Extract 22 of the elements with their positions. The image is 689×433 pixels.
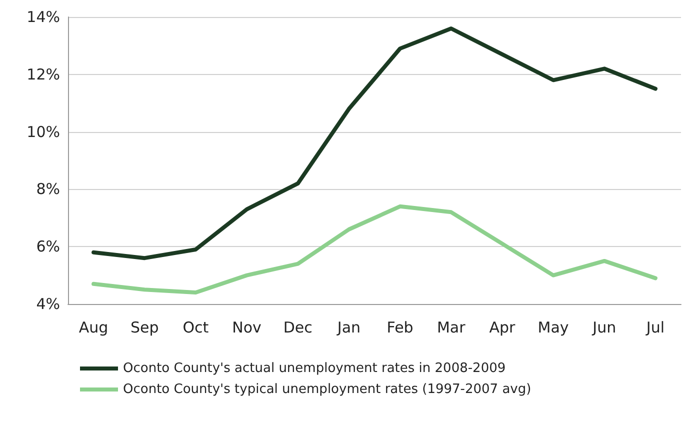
x-tick-label: Feb: [386, 318, 414, 336]
x-tick-label: Aug: [78, 318, 108, 336]
x-tick-label: Jun: [592, 318, 616, 336]
legend-label: Oconto County's typical unemployment rates (1997-2007 avg): [123, 382, 532, 397]
x-tick-label: Jul: [645, 318, 665, 336]
x-tick-label: Oct: [182, 318, 209, 336]
y-tick-label: 10%: [26, 122, 60, 141]
y-tick-label: 8%: [36, 180, 60, 198]
line-series: [92, 26, 658, 260]
y-tick-label: 12%: [26, 65, 60, 84]
y-tick-label: 14%: [26, 8, 60, 26]
y-tick-label: 4%: [36, 295, 60, 313]
x-tick-label: Dec: [283, 318, 312, 336]
x-tick-label: Mar: [436, 318, 466, 336]
y-tick-label: 6%: [36, 238, 60, 256]
x-tick-label: Nov: [232, 318, 262, 336]
x-tick-label: Sep: [130, 318, 159, 336]
x-tick-label: Apr: [489, 318, 516, 336]
x-tick-label: Jan: [336, 318, 361, 336]
x-tick-label: May: [538, 318, 569, 336]
legend-label: Oconto County's actual unemployment rates in 2008-2009: [123, 361, 506, 376]
line-series: [92, 204, 658, 295]
